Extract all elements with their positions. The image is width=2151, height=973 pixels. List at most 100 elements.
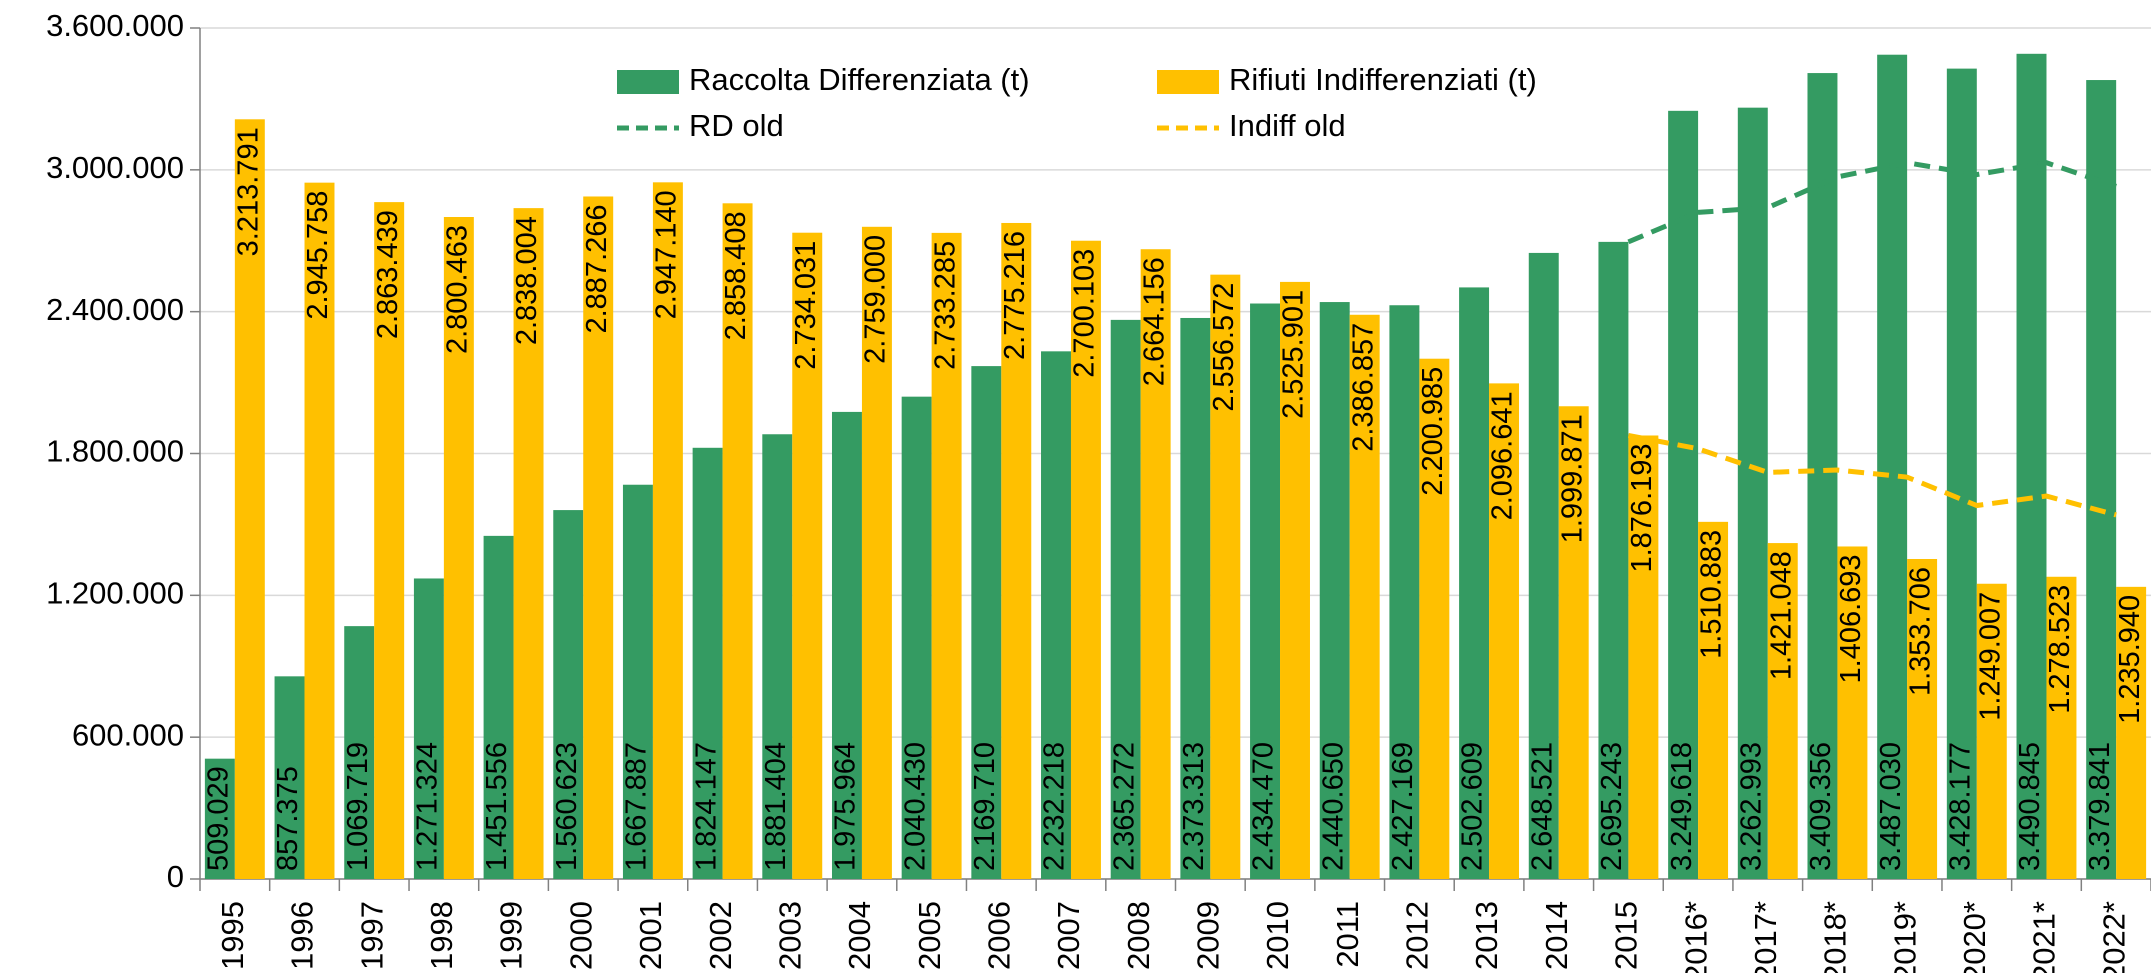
- y-tick-label: 0: [167, 859, 184, 894]
- bar: [1976, 583, 2007, 879]
- value-label: 2.427.169: [1387, 742, 1419, 871]
- bar: [1877, 54, 1908, 880]
- bar: [1110, 319, 1141, 879]
- value-label: 2.800.463: [442, 225, 474, 354]
- y-tick-label: 3.000.000: [46, 150, 184, 185]
- value-label: 2.887.266: [581, 204, 613, 333]
- value-label: 3.262.993: [1735, 742, 1767, 871]
- bar: [1628, 435, 1659, 879]
- bar: [2116, 586, 2147, 879]
- x-tick-label: 2021*: [2027, 901, 2062, 973]
- bar: [1319, 302, 1350, 879]
- bar: [861, 226, 892, 880]
- value-label: 2.040.430: [899, 742, 931, 871]
- x-tick-label: 2019*: [1887, 901, 1922, 973]
- x-tick-label: 2017*: [1748, 901, 1783, 973]
- line-series: [1627, 160, 2117, 245]
- bar: [971, 366, 1002, 879]
- bar: [1946, 68, 1977, 879]
- bar: [374, 202, 405, 879]
- value-label: 2.775.216: [999, 231, 1031, 360]
- x-tick-label: 1997: [354, 901, 389, 970]
- value-label: 2.386.857: [1347, 323, 1379, 452]
- bar: [1459, 287, 1490, 880]
- bar: [1837, 546, 1868, 879]
- value-label: 1.881.404: [760, 742, 792, 871]
- value-label: 2.759.000: [860, 235, 892, 364]
- value-label: 2.947.140: [651, 190, 683, 319]
- value-label: 1.667.887: [621, 742, 653, 871]
- bar: [1419, 358, 1450, 879]
- value-label: 2.502.609: [1457, 742, 1489, 871]
- value-label: 1.824.147: [690, 742, 722, 871]
- x-tick-label: 2020*: [1957, 901, 1992, 973]
- value-label: 1.975.964: [830, 742, 862, 871]
- x-tick-label: 2004: [842, 901, 877, 970]
- x-tick-label: 2000: [563, 901, 598, 970]
- value-label: 1.353.706: [1905, 567, 1937, 696]
- bar: [1389, 305, 1420, 879]
- value-label: 1.069.719: [342, 742, 374, 871]
- value-label: 3.428.177: [1944, 742, 1976, 871]
- x-tick-label: 2003: [772, 901, 807, 970]
- bar: [1767, 543, 1798, 879]
- bar: [1280, 281, 1310, 880]
- y-tick-label: 1.200.000: [46, 576, 184, 611]
- bar: [652, 182, 683, 879]
- y-tick-label: 3.600.000: [46, 8, 184, 43]
- y-tick-label: 1.800.000: [46, 434, 184, 469]
- x-tick-label: 2007: [1051, 901, 1086, 970]
- x-tick-label: 2015: [1609, 901, 1644, 970]
- x-tick-label: 2002: [703, 901, 738, 970]
- bar: [1907, 558, 1938, 879]
- bar: [622, 484, 653, 879]
- value-label: 2.858.408: [720, 211, 752, 340]
- value-label: 2.525.901: [1278, 290, 1310, 419]
- value-label: 1.451.556: [481, 742, 513, 871]
- value-label: 1.278.523: [2044, 585, 2076, 714]
- value-label: 2.648.521: [1526, 742, 1558, 871]
- x-tick-label: 1996: [285, 901, 320, 970]
- y-tick-label: 600.000: [72, 717, 184, 752]
- value-label: 2.232.218: [1039, 742, 1071, 871]
- value-label: 3.379.841: [2084, 742, 2116, 871]
- value-label: 1.235.940: [2114, 595, 2146, 724]
- bar: [553, 510, 584, 879]
- legend-swatch: [1157, 70, 1219, 94]
- bar: [513, 208, 544, 879]
- value-label: 2.434.470: [1248, 742, 1280, 871]
- x-tick-label: 2013: [1469, 901, 1504, 970]
- bar: [901, 396, 932, 879]
- x-tick-label: 2010: [1260, 901, 1295, 970]
- x-tick-label: 2005: [912, 901, 947, 970]
- bar: [1698, 521, 1729, 879]
- value-label: 857.375: [272, 766, 304, 871]
- bar: [274, 676, 305, 879]
- bar: [443, 217, 474, 880]
- legend-label: Rifiuti Indifferenziati (t): [1229, 62, 1537, 97]
- value-label: 1.999.871: [1556, 414, 1588, 543]
- x-tick-label: 2001: [633, 901, 668, 970]
- bar: [1001, 222, 1032, 879]
- bar: [692, 447, 723, 879]
- value-label: 1.876.193: [1626, 443, 1658, 572]
- value-label: 2.096.641: [1487, 391, 1519, 520]
- value-label: 1.406.693: [1835, 554, 1867, 683]
- value-label: 3.249.618: [1666, 742, 1698, 871]
- value-label: 2.440.650: [1317, 742, 1349, 871]
- x-tick-label: 2022*: [2096, 901, 2131, 973]
- x-tick-label: 2006: [981, 901, 1016, 970]
- value-label: 2.365.272: [1108, 742, 1140, 871]
- bar: [931, 232, 962, 880]
- bar: [304, 182, 335, 880]
- bar: [1668, 110, 1699, 879]
- bar: [1041, 351, 1071, 879]
- x-tick-label: 2011: [1330, 901, 1365, 968]
- x-tick-label: 2016*: [1678, 901, 1713, 973]
- value-label: 2.945.758: [302, 191, 334, 320]
- bar: [1250, 303, 1281, 880]
- bar: [722, 203, 753, 880]
- legend-swatch: [617, 70, 679, 94]
- x-tick-label: 1998: [424, 901, 459, 970]
